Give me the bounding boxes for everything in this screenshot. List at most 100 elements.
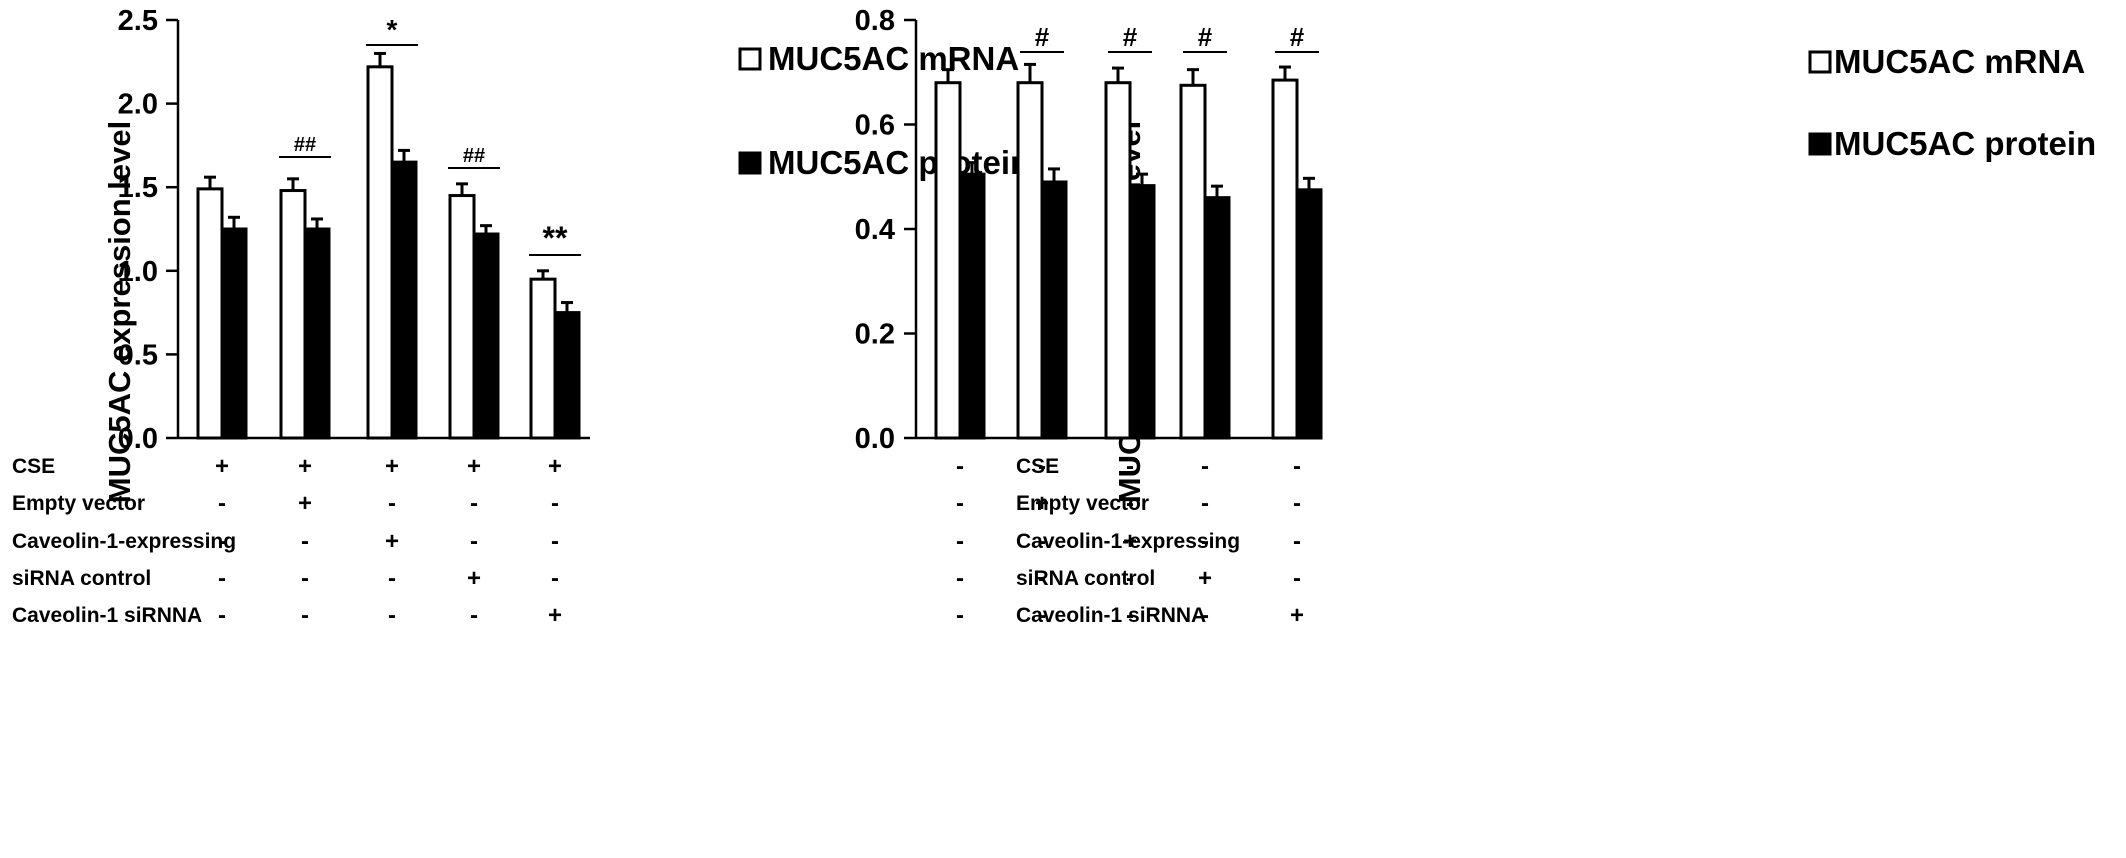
condition-mark: -: [1293, 528, 1301, 555]
bar-mrna: [279, 189, 307, 440]
significance-marker: #: [1198, 22, 1213, 52]
condition-mark: -: [956, 453, 964, 480]
y-tick-label: 0.8: [855, 5, 895, 37]
bar-protein: [220, 227, 248, 440]
y-axis-label: MUC5AC expression level: [102, 121, 137, 503]
condition-label: CSE: [1016, 455, 1059, 478]
condition-mark: -: [1201, 602, 1209, 629]
condition-mark: -: [301, 528, 309, 555]
y-tick-label: 1.5: [118, 172, 158, 204]
condition-mark: +: [1035, 490, 1049, 517]
legend-swatch-mrna: [1808, 50, 1832, 74]
condition-mark: -: [1201, 453, 1209, 480]
significance-marker: #: [1123, 22, 1138, 52]
chart-panel-right: MUC5AC expression level 0.00.20.40.60.8 …: [855, 5, 2097, 629]
condition-mark: -: [301, 565, 309, 592]
y-tick-label: 2.0: [118, 89, 158, 121]
condition-mark: -: [388, 565, 396, 592]
condition-mark: -: [956, 528, 964, 555]
condition-mark: -: [1293, 490, 1301, 517]
condition-label: siRNA control: [1016, 567, 1155, 590]
condition-mark: +: [385, 528, 399, 555]
condition-mark: +: [215, 453, 229, 480]
condition-mark: -: [1038, 565, 1046, 592]
y-tick-label: 0.6: [855, 110, 895, 142]
condition-mark: -: [1126, 602, 1134, 629]
condition-mark: -: [551, 528, 559, 555]
legend-swatch-protein: [1808, 132, 1832, 156]
y-tick-label: 2.5: [118, 5, 158, 37]
condition-label: Empty vector: [12, 492, 145, 515]
significance-marker: **: [543, 220, 568, 256]
legend-label-protein: MUC5AC protein: [768, 144, 1030, 181]
bar-mrna: [366, 65, 394, 440]
condition-mark: -: [956, 565, 964, 592]
condition-mark: +: [1198, 565, 1212, 592]
condition-table: CSE + + + + +Empty vector - + - - -Caveolin-1-expr…: [12, 453, 562, 629]
condition-mark: -: [1293, 453, 1301, 480]
legend-label-protein: MUC5AC protein: [1834, 125, 2096, 162]
condition-mark: -: [470, 602, 478, 629]
bar-protein: [390, 160, 418, 440]
y-tick-labels: 0.0 0.2 0.4 0.6 0.8: [855, 5, 916, 455]
condition-mark: -: [956, 602, 964, 629]
condition-mark: -: [218, 565, 226, 592]
condition-mark: -: [1126, 565, 1134, 592]
condition-mark: -: [470, 528, 478, 555]
condition-mark: -: [956, 490, 964, 517]
bar-mrna: [1104, 81, 1132, 440]
condition-label: Caveolin-1-expressing: [12, 530, 236, 553]
y-tick-label: 0.0: [855, 423, 895, 455]
y-tick-label: 0.0: [118, 423, 158, 455]
condition-label: Caveolin-1-expressing: [1016, 530, 1240, 553]
condition-mark: -: [218, 602, 226, 629]
significance-marker: #: [1290, 22, 1305, 52]
bar-mrna: [934, 81, 962, 440]
bar-protein: [472, 232, 500, 440]
condition-mark: -: [551, 490, 559, 517]
condition-mark: +: [548, 453, 562, 480]
condition-mark: -: [388, 490, 396, 517]
chart-panel-left: MUC5AC expression level 0.0 0.5 1.0 1.5 2.0 2…: [12, 5, 1030, 629]
legend: MUC5AC mRNA MUC5AC protein: [1808, 43, 2096, 162]
legend-swatch-mrna: [738, 47, 762, 71]
y-tick-labels: 0.0 0.5 1.0 1.5 2.0 2.5: [118, 5, 178, 455]
condition-mark: -: [301, 602, 309, 629]
significance-markers: ## * ## **: [279, 14, 581, 256]
condition-label: Caveolin-1 siRNNA: [1016, 604, 1206, 627]
condition-mark: -: [388, 602, 396, 629]
condition-table: CSE- - - - -Empty vector- + - - -Caveolin-1-expr…: [956, 453, 1304, 629]
y-tick-label: 1.0: [118, 256, 158, 288]
condition-mark: -: [218, 528, 226, 555]
legend-swatch-protein: [738, 151, 762, 175]
condition-mark: +: [467, 453, 481, 480]
condition-mark: +: [1290, 602, 1304, 629]
condition-label: Caveolin-1 siRNNA: [12, 604, 202, 627]
condition-mark: +: [467, 565, 481, 592]
condition-mark: -: [1038, 528, 1046, 555]
y-tick-label: 0.4: [855, 214, 895, 246]
significance-marker: ##: [463, 145, 485, 167]
bar-protein: [1040, 180, 1068, 440]
bar-mrna: [1016, 81, 1044, 440]
condition-mark: +: [385, 453, 399, 480]
condition-mark: -: [1126, 453, 1134, 480]
condition-mark: -: [218, 490, 226, 517]
bar-mrna: [1179, 83, 1207, 440]
legend-label-mrna: MUC5AC mRNA: [768, 40, 1019, 77]
condition-mark: -: [1201, 490, 1209, 517]
significance-marker: *: [387, 14, 398, 45]
condition-mark: -: [1293, 565, 1301, 592]
bar-mrna: [448, 194, 476, 440]
significance-marker: ##: [294, 134, 316, 156]
y-tick-label: 0.5: [118, 339, 158, 371]
condition-label: CSE: [12, 455, 55, 478]
bar-protein: [1295, 188, 1323, 440]
bar-protein: [1203, 196, 1231, 440]
condition-mark: +: [298, 453, 312, 480]
bar-protein: [303, 227, 331, 440]
condition-mark: -: [1038, 602, 1046, 629]
bar-mrna: [196, 187, 224, 440]
legend: MUC5AC mRNA MUC5AC protein: [738, 40, 1030, 181]
